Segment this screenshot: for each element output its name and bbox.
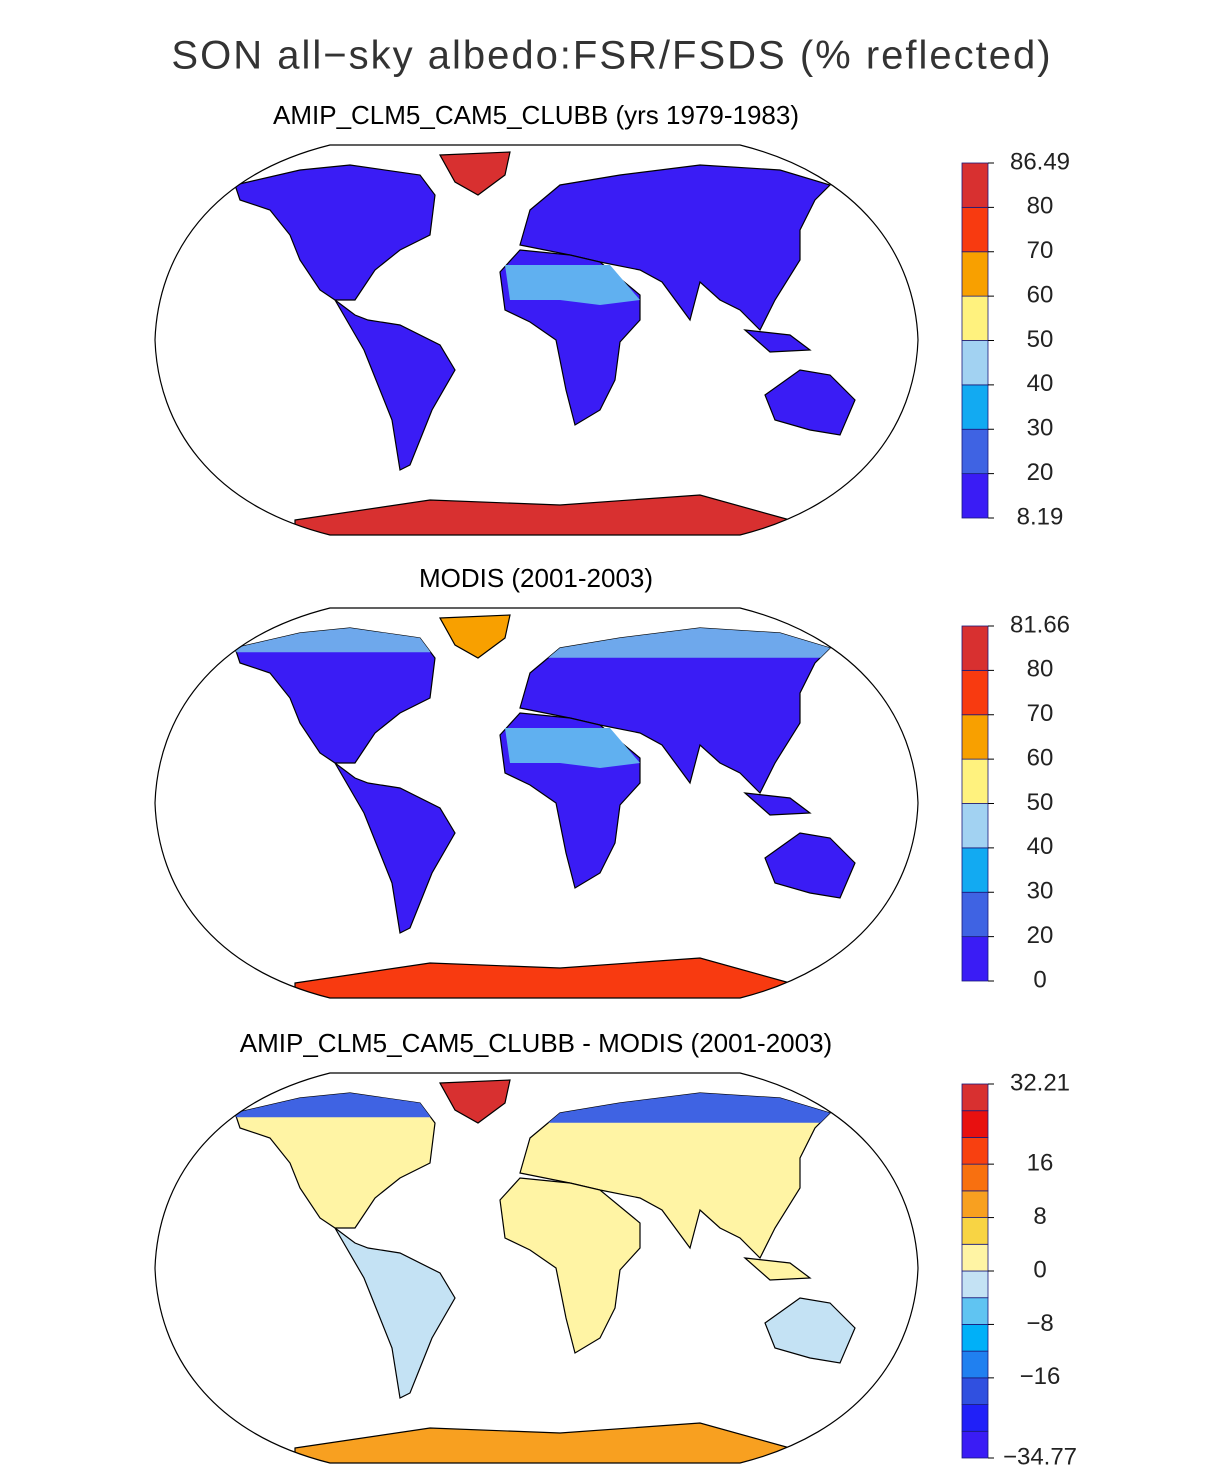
colorbar-segment — [961, 1110, 989, 1138]
colorbar-segment — [961, 936, 989, 982]
continent — [334, 762, 456, 934]
colorbar-tick-label: −34.77 — [1003, 1443, 1077, 1467]
continent — [743, 329, 812, 353]
map-outline — [154, 1072, 919, 1464]
colorbar-tick-label: 80 — [1027, 193, 1054, 220]
colorbar-segment — [961, 206, 989, 253]
colorbar-tick-label: 70 — [1027, 237, 1054, 264]
land-patch — [505, 265, 640, 305]
colorbar-tick-label: 0 — [1033, 966, 1046, 993]
colorbar-tick-label: 8 — [1033, 1203, 1046, 1230]
continent — [234, 164, 436, 301]
colorbar-segment — [961, 428, 989, 475]
colorbar-segment — [961, 758, 989, 804]
colorbar-segment — [961, 1324, 989, 1352]
continent — [764, 832, 856, 899]
colorbar-segment — [961, 1190, 989, 1218]
map-panel: AMIP_CLM5_CAM5_CLUBB (yrs 1979-1983) 8.19… — [154, 100, 1070, 536]
map — [155, 145, 918, 535]
map-outline — [154, 144, 919, 536]
colorbar-tick-label: −16 — [1020, 1363, 1061, 1390]
continent — [439, 614, 511, 659]
colorbar-tick-label: −8 — [1026, 1310, 1053, 1337]
continent — [439, 1079, 511, 1124]
colorbar-segment — [961, 847, 989, 893]
colorbar-tick-label: 60 — [1027, 744, 1054, 771]
colorbar-segment — [961, 384, 989, 430]
colorbar-tick-label: 70 — [1027, 700, 1054, 727]
colorbar-segment — [961, 162, 989, 208]
colorbar-tick-label: 40 — [1027, 833, 1054, 860]
continent — [334, 1227, 456, 1399]
map-outline — [154, 607, 919, 999]
colorbar-segment — [961, 1350, 989, 1379]
map-panel: AMIP_CLM5_CAM5_CLUBB - MODIS (2001-2003)… — [154, 1028, 1077, 1467]
continent — [294, 1422, 791, 1463]
colorbar-segment — [961, 1163, 989, 1192]
colorbar-tick-label: 32.21 — [1010, 1069, 1070, 1096]
colorbar-segment — [961, 714, 989, 760]
panel-title: AMIP_CLM5_CAM5_CLUBB (yrs 1979-1983) — [273, 100, 799, 130]
colorbar-segment — [961, 1217, 989, 1245]
map-panel: MODIS (2001-2003) 0 20 30 40 50 60 70 80 81.66 — [154, 563, 1070, 999]
panel-title: AMIP_CLM5_CAM5_CLUBB - MODIS (2001-2003) — [240, 1028, 832, 1058]
continent — [743, 792, 812, 816]
continent — [439, 151, 511, 196]
continent — [764, 369, 856, 436]
continent — [764, 1297, 856, 1364]
colorbar-segment — [961, 1377, 989, 1405]
colorbar-segment — [961, 251, 989, 297]
colorbar-segment — [961, 1430, 989, 1459]
map — [155, 1073, 918, 1463]
colorbar-segment — [961, 340, 989, 386]
colorbar-segment — [961, 1270, 989, 1299]
colorbar-tick-label: 30 — [1027, 415, 1054, 442]
continent — [499, 1177, 641, 1354]
colorbar-tick-label: 81.66 — [1010, 611, 1070, 638]
map — [155, 608, 918, 998]
colorbar-tick-label: 40 — [1027, 370, 1054, 397]
continent — [743, 1257, 812, 1281]
colorbar-tick-label: 50 — [1027, 326, 1054, 353]
colorbar-segment — [961, 891, 989, 938]
colorbar-segment — [961, 295, 989, 341]
colorbar-segment — [961, 473, 989, 519]
colorbar-tick-label: 20 — [1027, 922, 1054, 949]
colorbar-tick-label: 8.19 — [1017, 503, 1064, 530]
colorbar-segment — [961, 1297, 989, 1325]
colorbar-tick-label: 50 — [1027, 789, 1054, 816]
colorbar-tick-label: 60 — [1027, 281, 1054, 308]
colorbar-segment — [961, 1404, 989, 1432]
continent — [294, 957, 791, 998]
colorbar-segment — [961, 625, 989, 671]
colorbar-tick-label: 80 — [1027, 656, 1054, 683]
colorbar-segment — [961, 803, 989, 849]
land-patch — [505, 728, 640, 768]
colorbar-segment — [961, 1243, 989, 1272]
continent — [519, 1092, 832, 1260]
colorbar-tick-label: 0 — [1033, 1256, 1046, 1283]
panel-title: MODIS (2001-2003) — [419, 563, 653, 593]
continent — [294, 494, 791, 535]
figure-title: SON all−sky albedo:FSR/FSDS (% reflected… — [171, 34, 1052, 78]
colorbar-segment — [961, 669, 989, 716]
colorbar-segment — [961, 1137, 989, 1165]
continent — [334, 299, 456, 471]
colorbar-segment — [961, 1083, 989, 1112]
colorbar-tick-label: 30 — [1027, 878, 1054, 905]
colorbar-tick-label: 20 — [1027, 459, 1054, 486]
colorbar-tick-label: 16 — [1027, 1149, 1054, 1176]
continent — [519, 164, 832, 332]
colorbar-tick-label: 86.49 — [1010, 148, 1070, 175]
